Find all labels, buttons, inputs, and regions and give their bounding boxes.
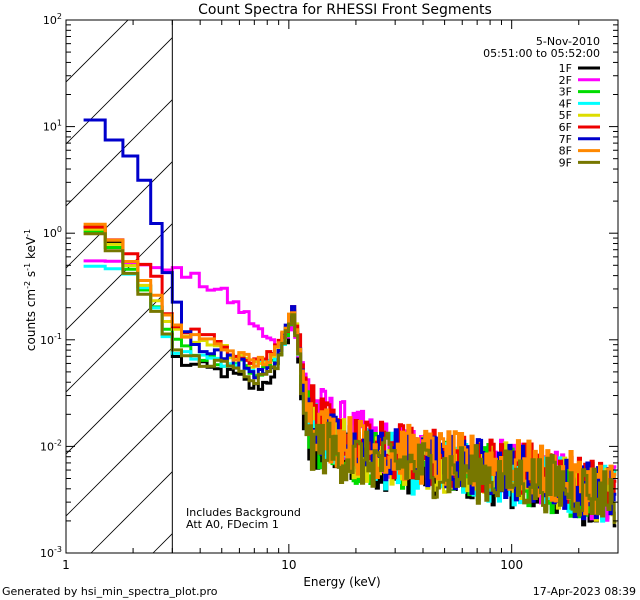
- x-tick-label: 10: [281, 558, 296, 572]
- x-axis-label: Energy (keV): [303, 575, 380, 589]
- y-tick-label: 10-3: [40, 545, 62, 560]
- x-tick-label: 100: [500, 558, 523, 572]
- legend-label-8f: 8F: [559, 145, 572, 158]
- y-axis-label-part: counts cm: [24, 289, 38, 351]
- axes: 1 10 100 10-3 10-2 10-1 100 101 102: [40, 12, 619, 572]
- chart-title: Count Spectra for RHESSI Front Segments: [198, 2, 492, 18]
- y-tick-label: 101: [43, 119, 62, 134]
- hatch-line: [66, 409, 173, 517]
- y-axis-label: counts cm-2 s-1 keV-1: [23, 229, 38, 351]
- legend-label-7f: 7F: [559, 133, 572, 146]
- y-axis-label-exp: -1: [23, 229, 32, 237]
- generated-by-label: Generated by hsi_min_spectra_plot.pro: [2, 585, 218, 598]
- y-tick-label: 10-2: [40, 438, 62, 453]
- time-range-label: 05:51:00 to 05:52:00: [483, 47, 600, 60]
- y-tick-label: 100: [43, 225, 62, 240]
- hatch-line: [66, 161, 173, 269]
- plot-frame: [65, 19, 619, 554]
- hatch-line: [66, 223, 173, 331]
- hatch-line: [66, 99, 173, 207]
- y-axis-label-exp: -1: [23, 263, 32, 271]
- x-tick-label: 1: [62, 558, 70, 572]
- legend-label-4f: 4F: [559, 97, 572, 110]
- annotation-background: Includes Background: [186, 506, 301, 519]
- legend-label-2f: 2F: [559, 74, 572, 87]
- series-line-9f: [83, 232, 617, 524]
- date-label: 5-Nov-2010: [536, 35, 600, 48]
- series-group: [83, 118, 617, 528]
- legend-label-1f: 1F: [559, 62, 572, 75]
- y-axis-label-part: s: [24, 271, 38, 281]
- y-axis-label-part: keV: [24, 236, 38, 263]
- hatch-line: [66, 20, 67, 21]
- legend-label-9f: 9F: [559, 156, 572, 169]
- y-tick-label: 10-1: [40, 332, 62, 347]
- date-stamp-label: 17-Apr-2023 08:39: [532, 585, 636, 598]
- legend-label-5f: 5F: [559, 109, 572, 122]
- legend-label-3f: 3F: [559, 86, 572, 99]
- annotation-attenuator: Att A0, FDecim 1: [186, 518, 279, 531]
- y-axis-label-exp: -2: [23, 281, 32, 289]
- legend-label-6f: 6F: [559, 121, 572, 134]
- hatch-line: [66, 37, 173, 145]
- y-tick-label: 102: [43, 12, 62, 27]
